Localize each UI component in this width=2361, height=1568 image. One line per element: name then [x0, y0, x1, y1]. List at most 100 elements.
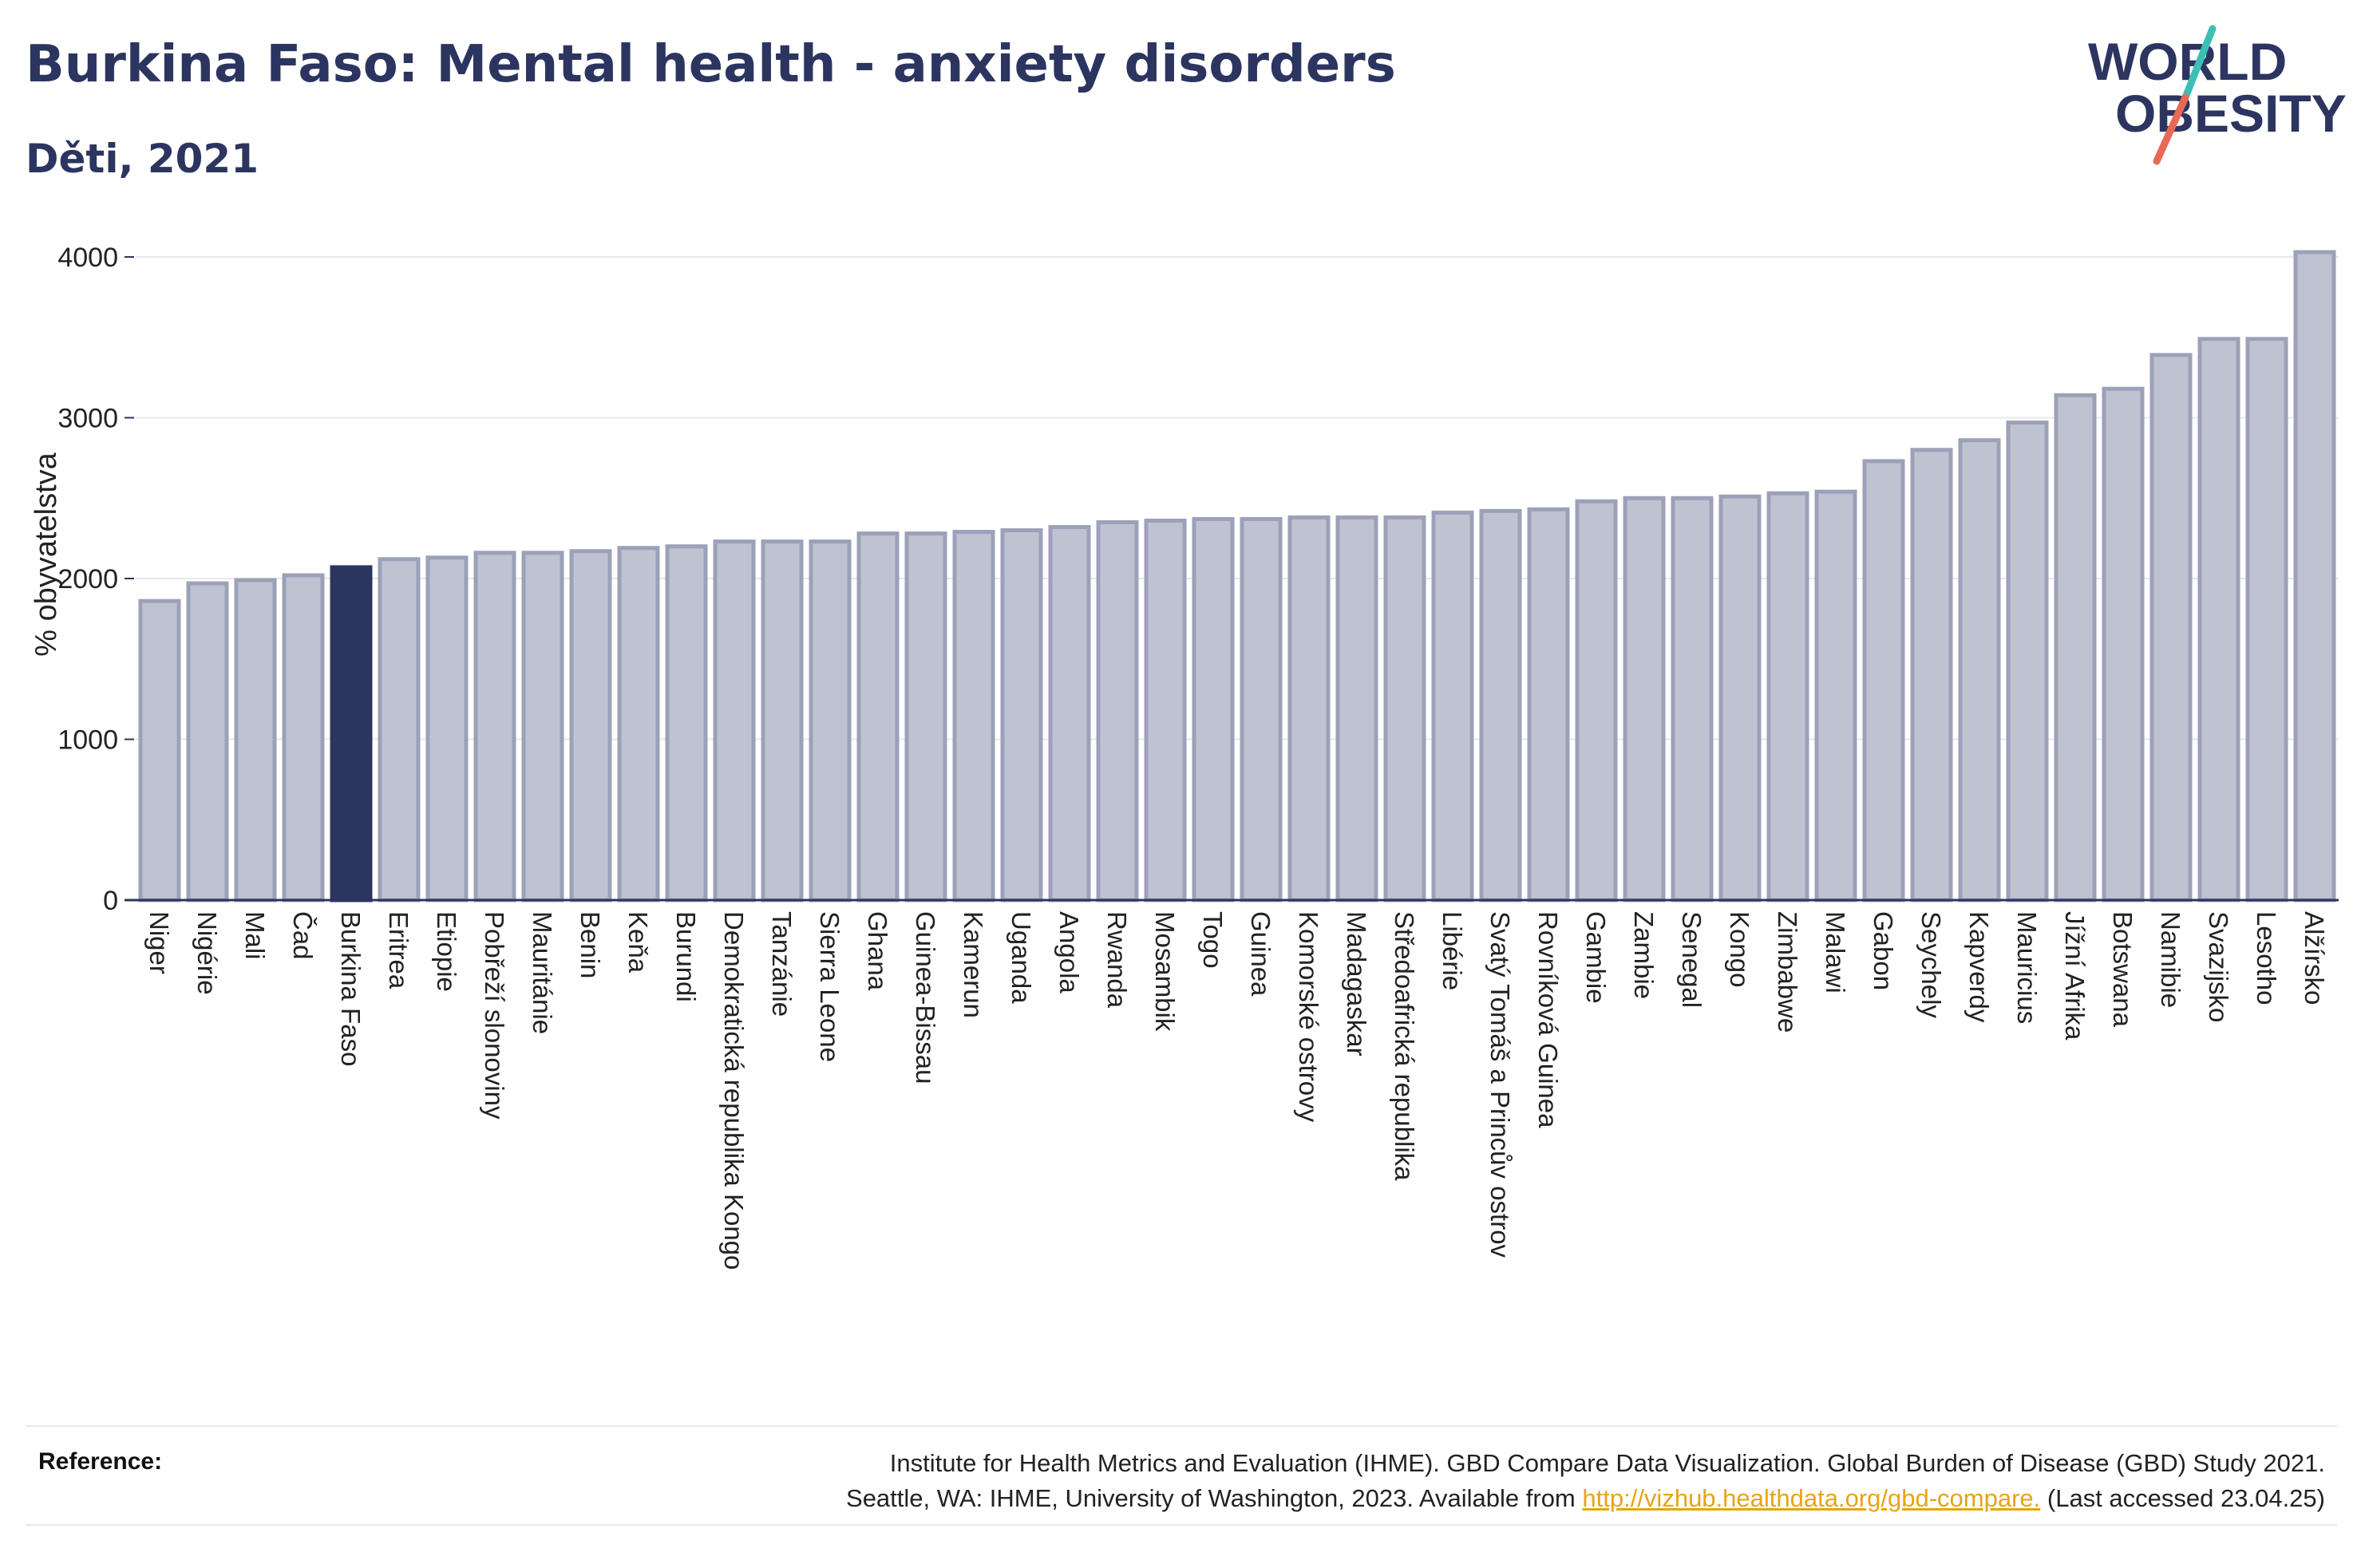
- reference-line-2-prefix: Seattle, WA: IHME, University of Washing…: [846, 1484, 1576, 1512]
- x-tick-label: Lesotho: [2252, 911, 2281, 1005]
- chart-title: Burkina Faso: Mental health - anxiety di…: [26, 35, 1396, 94]
- bar: [1335, 515, 1378, 902]
- x-tick-label: Botswana: [2108, 911, 2138, 1028]
- bar: [1000, 528, 1043, 902]
- bar: [1814, 489, 1857, 902]
- y-axis-title: % obyvatelstva: [30, 452, 63, 656]
- y-tick-label: 4000: [57, 243, 118, 273]
- x-tick-label: Kamerun: [959, 911, 988, 1018]
- x-tick-label: Ghana: [863, 911, 892, 991]
- bar: [1048, 525, 1091, 902]
- bar: [521, 551, 564, 902]
- x-tick-label: Senegal: [1677, 911, 1706, 1008]
- x-tick-label: Eritrea: [384, 911, 413, 989]
- x-tick-label: Demokratická republika Kongo: [719, 911, 749, 1270]
- reference-text: Institute for Health Metrics and Evaluat…: [489, 1446, 2325, 1516]
- x-tick-label: Jížní Afrika: [2060, 911, 2090, 1041]
- bar: [2293, 250, 2336, 902]
- bar: [713, 539, 756, 902]
- bar: [569, 549, 612, 902]
- x-tick-label: Kapverdy: [1964, 911, 1994, 1023]
- reference-link[interactable]: http://vizhub.healthdata.org/gbd-compare…: [1582, 1484, 2041, 1512]
- x-tick-label: Mauricius: [2012, 911, 2042, 1024]
- bar: [473, 551, 516, 902]
- x-tick-label: Mosambik: [1150, 911, 1180, 1032]
- bar: [952, 530, 995, 902]
- bar: [1287, 515, 1331, 902]
- bar: [1862, 459, 1905, 902]
- bar: [1623, 496, 1666, 902]
- logo-slash-bottom: [2153, 93, 2189, 165]
- bar-chart: 0 1000 2000 3000 4000 % obyvatelstva Niger Nigé…: [30, 243, 2339, 1270]
- x-tick-label: Etiopie: [432, 911, 461, 992]
- x-tick-label: Guinea-Bissau: [911, 911, 940, 1084]
- reference-line-2-suffix: (Last accessed 23.04.25): [2047, 1484, 2325, 1512]
- bar: [2102, 386, 2145, 902]
- y-tick-label: 0: [103, 886, 118, 916]
- footer-divider-bottom: [26, 1524, 2337, 1526]
- x-tick-label: Benin: [575, 911, 605, 978]
- x-tick-label: Zimbabwe: [1773, 911, 1802, 1033]
- x-tick-label: Niger: [144, 911, 174, 974]
- x-tick-label: Kongo: [1725, 911, 1754, 987]
- x-tick-label: Tanzánie: [767, 911, 797, 1017]
- bar: [1144, 518, 1187, 902]
- bar: [1575, 499, 1618, 902]
- x-tick-label: Rovníková Guinea: [1533, 911, 1563, 1128]
- bar: [665, 544, 708, 902]
- bar: [1192, 516, 1235, 902]
- world-obesity-logo: WORLD OBESITY: [2088, 25, 2347, 165]
- bar: [856, 531, 900, 902]
- x-tick-label: Togo: [1198, 911, 1228, 969]
- bar-highlight: [330, 565, 373, 902]
- x-tick-label: Pobřeží slonoviny: [480, 911, 509, 1120]
- x-tick-label: Keňa: [623, 911, 653, 974]
- bar: [1479, 508, 1522, 902]
- bar: [378, 557, 421, 902]
- x-tick-label: Burundi: [671, 911, 701, 1002]
- bar: [1240, 516, 1283, 902]
- logo-word-world: WORLD: [2088, 32, 2287, 91]
- logo-slash-top: [2181, 25, 2217, 101]
- chart-subtitle: Děti, 2021: [26, 136, 259, 182]
- bar: [1431, 510, 1474, 902]
- bar: [1096, 519, 1139, 902]
- bar: [904, 531, 947, 902]
- x-tick-label: Angola: [1054, 911, 1084, 993]
- x-tick-label: Burkina Faso: [336, 911, 366, 1066]
- bar: [138, 598, 181, 902]
- bar: [1527, 507, 1570, 902]
- bar: [1766, 491, 1809, 902]
- bar: [234, 578, 277, 902]
- footer-divider-top: [26, 1425, 2337, 1427]
- y-tick-label: 2000: [57, 564, 118, 594]
- bar: [1958, 438, 2001, 902]
- x-tick-label: Alžírsko: [2300, 911, 2329, 1005]
- bar: [425, 555, 469, 902]
- bar: [1910, 448, 1953, 902]
- bar: [2006, 421, 2049, 902]
- bar: [186, 581, 229, 902]
- x-tick-label: Mali: [240, 911, 270, 960]
- x-tick-label: Madagaskar: [1342, 911, 1371, 1057]
- x-tick-label: Malawi: [1821, 911, 1850, 993]
- reference-line-1: Institute for Health Metrics and Evaluat…: [889, 1449, 2325, 1477]
- x-tick-label: Mauritánie: [528, 911, 557, 1034]
- x-tick-label: Komorské ostrovy: [1294, 911, 1323, 1123]
- x-tick-label: Nigérie: [192, 911, 222, 995]
- bar: [1671, 496, 1714, 902]
- x-tick-label: Svazijsko: [2204, 911, 2233, 1022]
- x-tick-label: Libérie: [1438, 911, 1467, 990]
- y-tick-label: 3000: [57, 404, 118, 434]
- x-tick-label: Rwanda: [1102, 911, 1132, 1009]
- bar: [2197, 337, 2240, 902]
- x-tick-label: Namibie: [2156, 911, 2185, 1008]
- bar: [282, 573, 325, 902]
- bar: [2245, 337, 2288, 902]
- x-tick-label: Středoafrická republika: [1390, 911, 1419, 1181]
- x-tick-label: Čad: [288, 911, 318, 960]
- bar: [617, 546, 660, 902]
- bar: [2149, 353, 2193, 902]
- logo-word-obesity: OBESITY: [2115, 84, 2347, 143]
- x-tick-label: Zambie: [1629, 911, 1659, 999]
